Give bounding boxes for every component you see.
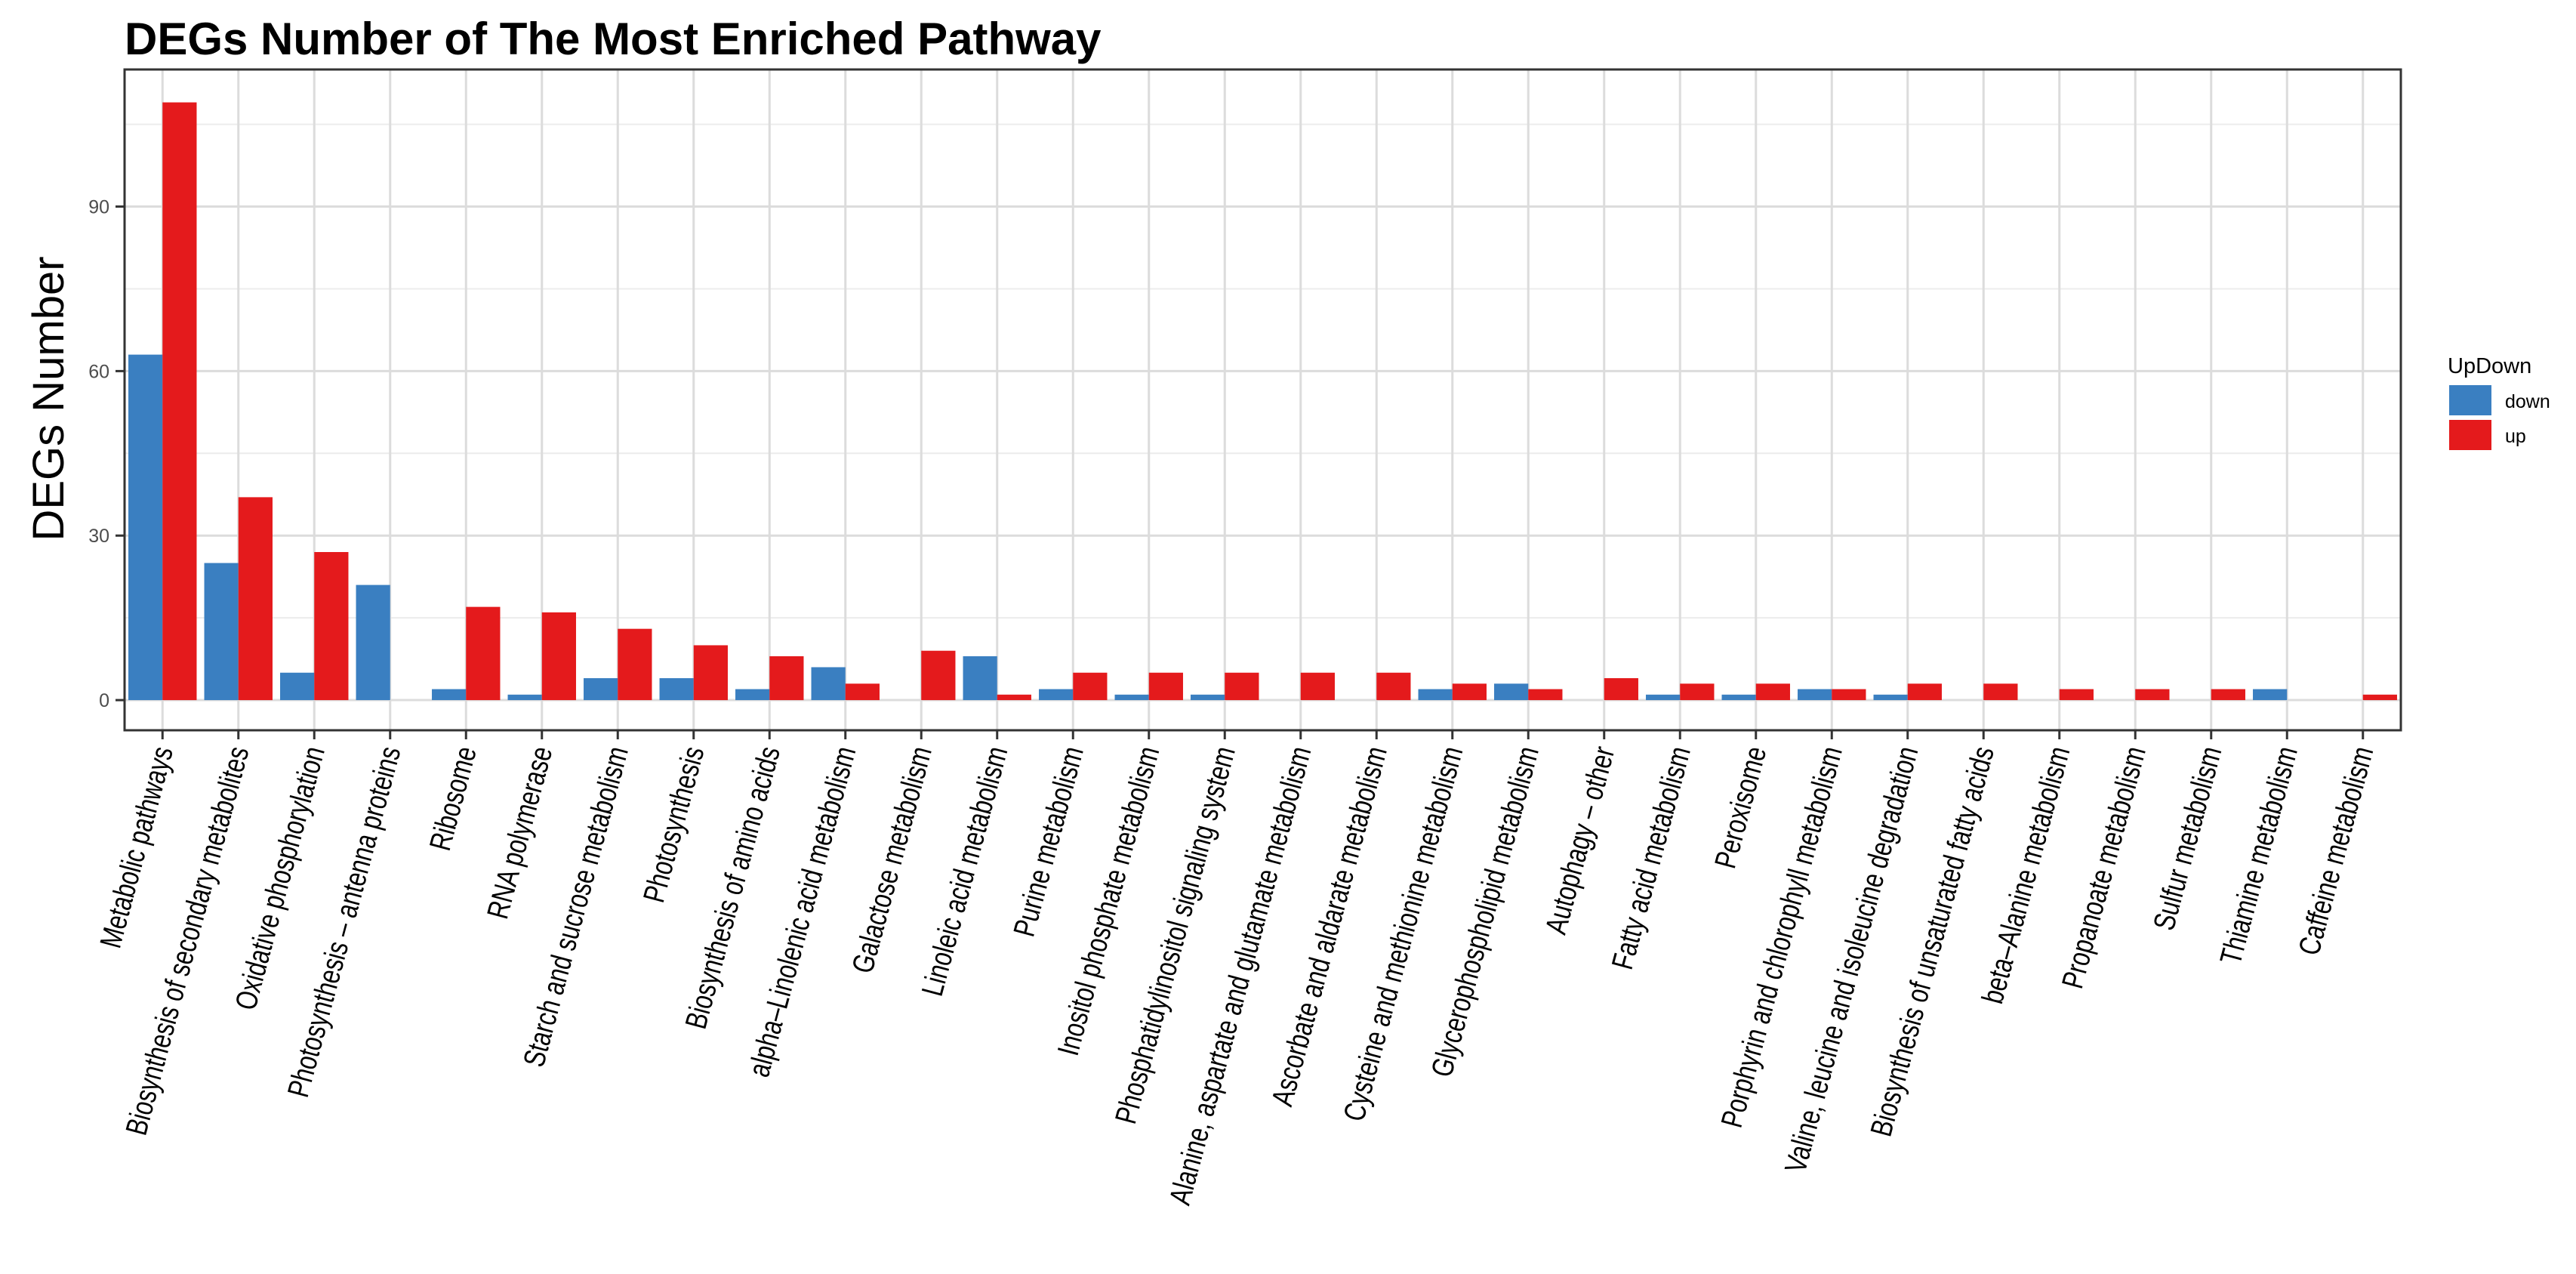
bar-up [541,612,576,701]
bar-down [963,656,997,701]
bar-up [769,656,804,701]
bar-down [2253,689,2288,701]
bar-down [735,689,770,701]
bar-down [1646,694,1681,701]
bar-up [1680,683,1715,701]
bar-down [204,563,239,701]
bar-up [162,102,197,701]
bar-up [466,606,501,701]
y-tick-label: 0 [99,690,109,711]
bar-up [921,650,956,701]
bar-up [845,683,880,701]
bar-up [2135,689,2170,701]
bar-up [1225,672,1259,701]
y-tick-label: 60 [88,361,109,382]
bar-down [507,694,542,701]
bar-down [432,689,467,701]
legend-title: UpDown [2448,354,2531,378]
bar-down [1039,689,1074,701]
legend-label-down: down [2505,391,2550,412]
bar-down [659,678,694,701]
plot-panel-border [123,68,2402,732]
y-axis: 0 30 60 90 [88,197,125,711]
bar-up [1983,683,2018,701]
bar-up [1300,672,1335,701]
bar-up [1832,689,1866,701]
bar-up [1452,683,1487,701]
y-tick-label: 90 [88,197,109,218]
bar-up [1073,672,1108,701]
bar-up [618,628,652,701]
bar-up [2362,694,2397,701]
y-axis-label: DEGs Number [24,256,73,541]
y-tick-label: 30 [88,526,109,547]
legend-key-up [2449,420,2491,450]
bar-up [238,497,273,701]
legend-label-up: up [2505,426,2526,447]
bar-up [2059,689,2094,701]
bar-down [1191,694,1225,701]
bar-down [811,667,846,701]
bar-up [1755,683,1790,701]
bar-down [584,678,618,701]
bar-up [997,694,1031,701]
bar-down [128,354,163,701]
bar-up [2211,689,2245,701]
bar-up [693,645,728,701]
bar-down [280,672,315,701]
bar-up [1148,672,1183,701]
bar-down [1418,689,1453,701]
bar-up [1907,683,1942,701]
bar-down [1721,694,1756,701]
legend: UpDown down up [2448,354,2550,450]
bar-up [1376,672,1411,701]
bar-down [356,585,390,701]
bar-down [1114,694,1149,701]
legend-key-down [2449,385,2491,415]
chart-title: DEGs Number of The Most Enriched Pathway [125,14,1102,64]
bar-down [1798,689,1832,701]
bar-up [314,552,349,701]
bar-up [1604,678,1638,701]
bar-down [1494,683,1529,701]
bars [128,102,2397,701]
bar-up [1528,689,1563,701]
bar-down [1873,694,1908,701]
